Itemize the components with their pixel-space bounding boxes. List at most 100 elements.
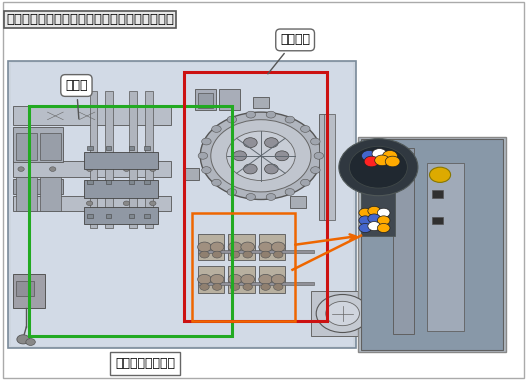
- Circle shape: [377, 208, 390, 217]
- Bar: [228, 266, 255, 293]
- Circle shape: [314, 152, 324, 159]
- Circle shape: [372, 149, 387, 159]
- Circle shape: [362, 150, 376, 161]
- Bar: [129, 146, 134, 150]
- Circle shape: [368, 206, 380, 215]
- Bar: [290, 196, 306, 207]
- Text: 手前側が見学者側: 手前側が見学者側: [115, 357, 175, 370]
- Bar: [259, 266, 285, 293]
- Circle shape: [271, 274, 285, 284]
- Bar: [361, 139, 503, 350]
- Circle shape: [274, 283, 283, 290]
- Bar: [144, 146, 150, 150]
- Circle shape: [123, 201, 130, 206]
- Circle shape: [300, 125, 310, 132]
- Circle shape: [368, 222, 380, 231]
- Circle shape: [385, 156, 400, 167]
- Bar: [432, 217, 443, 224]
- Bar: [16, 281, 34, 296]
- Bar: [129, 214, 134, 218]
- Bar: [106, 214, 111, 218]
- Bar: [84, 180, 158, 198]
- Circle shape: [210, 242, 224, 252]
- Bar: [184, 72, 327, 321]
- Circle shape: [200, 251, 209, 258]
- Circle shape: [212, 251, 222, 258]
- Bar: [183, 168, 199, 180]
- Circle shape: [359, 223, 372, 233]
- Circle shape: [310, 167, 320, 174]
- Circle shape: [211, 120, 311, 192]
- Circle shape: [198, 242, 211, 252]
- Circle shape: [266, 111, 276, 118]
- Circle shape: [210, 274, 224, 284]
- Bar: [311, 291, 374, 336]
- Circle shape: [227, 116, 237, 123]
- Bar: [198, 250, 314, 253]
- Circle shape: [198, 152, 208, 159]
- Circle shape: [285, 188, 295, 195]
- Bar: [144, 214, 150, 218]
- Circle shape: [18, 167, 24, 171]
- Circle shape: [359, 208, 372, 217]
- Bar: [198, 266, 224, 293]
- Circle shape: [50, 201, 56, 206]
- Circle shape: [349, 146, 407, 188]
- Circle shape: [259, 242, 272, 252]
- Circle shape: [274, 251, 283, 258]
- Bar: [198, 93, 213, 108]
- Circle shape: [150, 167, 156, 171]
- Circle shape: [377, 216, 390, 225]
- Circle shape: [202, 138, 211, 145]
- Bar: [393, 148, 414, 334]
- Bar: [195, 89, 216, 110]
- Bar: [13, 106, 171, 125]
- Circle shape: [241, 242, 255, 252]
- Circle shape: [246, 193, 256, 200]
- Bar: [145, 91, 153, 228]
- Bar: [144, 180, 150, 184]
- Circle shape: [243, 251, 252, 258]
- Bar: [87, 146, 93, 150]
- Bar: [13, 196, 171, 211]
- Bar: [16, 133, 37, 160]
- Circle shape: [86, 167, 93, 171]
- Circle shape: [227, 131, 295, 180]
- Bar: [29, 106, 232, 336]
- Circle shape: [266, 193, 276, 200]
- Circle shape: [359, 216, 372, 225]
- Bar: [106, 146, 111, 150]
- Bar: [84, 207, 158, 224]
- Bar: [129, 180, 134, 184]
- Bar: [90, 91, 97, 228]
- Circle shape: [212, 125, 221, 132]
- Bar: [319, 114, 327, 220]
- Bar: [198, 234, 224, 260]
- Bar: [219, 89, 240, 110]
- Bar: [192, 213, 295, 321]
- Circle shape: [368, 214, 380, 223]
- Bar: [129, 91, 137, 228]
- Circle shape: [326, 301, 359, 326]
- Circle shape: [150, 201, 156, 206]
- Bar: [8, 61, 356, 348]
- Bar: [13, 274, 45, 308]
- Circle shape: [230, 251, 240, 258]
- Circle shape: [228, 242, 242, 252]
- Circle shape: [300, 179, 310, 186]
- Circle shape: [375, 155, 389, 166]
- Bar: [40, 133, 61, 160]
- Bar: [105, 91, 113, 228]
- Circle shape: [212, 283, 222, 290]
- Bar: [324, 114, 335, 220]
- Circle shape: [26, 339, 35, 345]
- Circle shape: [200, 112, 321, 200]
- Bar: [361, 152, 395, 236]
- Circle shape: [271, 242, 285, 252]
- Circle shape: [123, 167, 130, 171]
- Text: ゲーム部: ゲーム部: [268, 33, 310, 74]
- Circle shape: [275, 151, 289, 161]
- Bar: [11, 63, 353, 346]
- Circle shape: [377, 223, 390, 233]
- Circle shape: [212, 179, 221, 186]
